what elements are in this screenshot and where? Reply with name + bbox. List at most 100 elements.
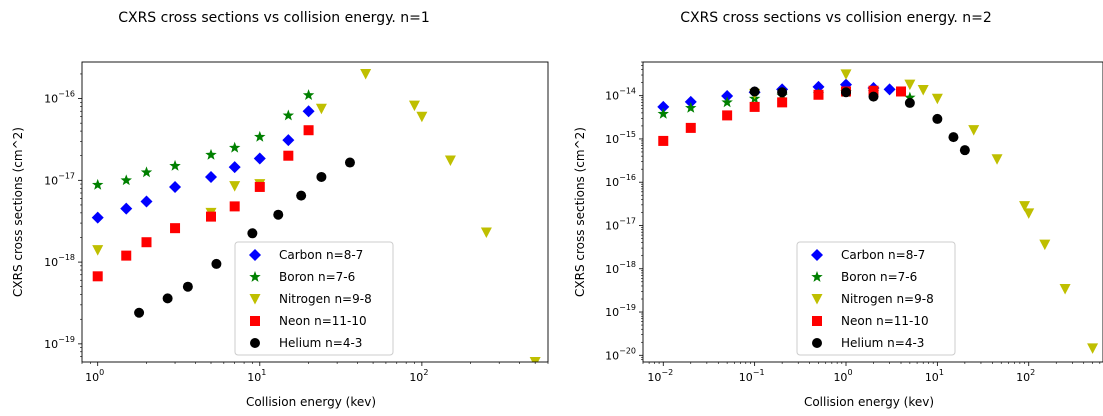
y-tick-label: 10−20 (605, 346, 636, 362)
legend-label-boron-n-7-6: Boron n=7-6 (279, 270, 355, 284)
y-tick-label: 10−18 (44, 253, 75, 269)
chart-title: CXRS cross sections vs collision energy.… (680, 10, 992, 26)
legend-marker-nitrogen-n-9-8 (249, 294, 261, 305)
chart-panel-n2: CXRS cross sections vs collision energy.… (573, 10, 1103, 409)
data-point (904, 91, 916, 103)
data-point (92, 271, 103, 282)
x-tick-label: 101 (247, 368, 266, 384)
data-point (169, 159, 181, 171)
data-point (721, 96, 733, 108)
legend-label-neon-n-11-10: Neon n=11-10 (841, 314, 929, 328)
legend-label-helium-n-4-3: Helium n=4-3 (841, 336, 924, 350)
legend-marker-helium-n-4-3 (250, 338, 260, 348)
y-tick-label: 10−19 (605, 303, 636, 319)
data-point (904, 97, 915, 108)
y-tick-label: 10−15 (605, 130, 636, 146)
legend-marker-neon-n-11-10 (250, 316, 260, 326)
y-axis-label: CXRS cross sections (cm^2) (573, 127, 587, 297)
data-point (1039, 239, 1051, 251)
x-tick-label: 100 (85, 368, 104, 384)
data-point (722, 110, 733, 121)
y-tick-label: 10−16 (605, 173, 636, 189)
data-point (254, 130, 266, 142)
x-tick-label: 100 (833, 368, 852, 384)
data-point (91, 211, 104, 224)
data-point (282, 109, 295, 121)
y-axis-label: CXRS cross sections (cm^2) (11, 127, 25, 297)
data-point (959, 145, 970, 156)
data-point (883, 83, 896, 96)
data-point (684, 95, 697, 108)
data-point (721, 90, 734, 103)
data-point (480, 227, 492, 239)
data-point (1023, 208, 1035, 219)
series-neon-n-11-10 (92, 125, 314, 282)
data-point (315, 103, 327, 115)
legend-marker-boron-n-7-6 (249, 271, 261, 282)
data-point (1019, 201, 1031, 212)
data-point (948, 132, 959, 143)
data-point (685, 101, 697, 113)
y-tick-label: 10−19 (44, 335, 75, 351)
data-point (932, 113, 943, 124)
data-point (777, 97, 788, 108)
data-point (303, 125, 314, 136)
data-point (904, 79, 916, 91)
data-point (120, 202, 133, 215)
x-tick-label: 101 (925, 368, 944, 384)
y-tick-label: 10−14 (605, 87, 636, 103)
data-point (120, 174, 132, 186)
data-point (657, 107, 669, 119)
data-point (931, 93, 943, 105)
legend: Carbon n=8-7 Boron n=7-6 Nitrogen n=9-8 Neo… (796, 241, 956, 356)
y-tick-label: 10−17 (44, 171, 75, 187)
data-point (749, 86, 760, 97)
data-point (140, 166, 153, 178)
x-tick-label: 10−1 (739, 368, 765, 384)
data-point (444, 155, 456, 166)
legend-marker-carbon-n-8-7 (249, 249, 261, 261)
data-point (896, 86, 907, 97)
data-point (205, 148, 217, 160)
y-tick-label: 10−18 (605, 260, 636, 276)
legend-label-carbon-n-8-7: Carbon n=8-7 (841, 248, 925, 262)
data-point (416, 111, 428, 123)
data-point (360, 68, 372, 80)
data-point (868, 85, 879, 96)
plot-frame (642, 61, 1103, 363)
data-point (868, 91, 879, 102)
data-point (529, 357, 541, 362)
plot-frame (81, 61, 549, 363)
legend-marker-neon-n-11-10 (812, 316, 822, 326)
data-point (991, 154, 1003, 165)
data-point (211, 258, 222, 269)
y-tick-label: 10−16 (44, 90, 75, 106)
data-point (657, 100, 670, 113)
data-point (917, 85, 929, 96)
legend-marker-helium-n-4-3 (812, 338, 822, 348)
data-point (302, 105, 315, 118)
series-carbon-n-8-7 (91, 105, 315, 224)
data-point (658, 135, 669, 146)
x-axis-label: Collision energy (kev) (804, 395, 934, 409)
x-tick-label: 10−2 (647, 368, 673, 384)
data-point (204, 170, 217, 183)
data-point (228, 161, 241, 174)
data-point (282, 134, 295, 147)
data-point (205, 211, 216, 222)
data-point (273, 209, 284, 220)
data-point (302, 89, 315, 101)
data-point (141, 237, 152, 248)
legend-marker-carbon-n-8-7 (811, 249, 823, 261)
legend-label-nitrogen-n-9-8: Nitrogen n=9-8 (279, 292, 372, 306)
legend-label-nitrogen-n-9-8: Nitrogen n=9-8 (841, 292, 934, 306)
data-point (228, 141, 241, 153)
data-point (254, 181, 265, 192)
data-point (344, 157, 355, 168)
legend-box (796, 241, 956, 356)
series-helium-n-4-3 (749, 86, 970, 156)
data-point (140, 195, 153, 208)
chart-panel-n1: CXRS cross sections vs collision energy.… (11, 10, 549, 409)
data-points (91, 68, 541, 362)
legend-label-neon-n-11-10: Neon n=11-10 (279, 314, 367, 328)
